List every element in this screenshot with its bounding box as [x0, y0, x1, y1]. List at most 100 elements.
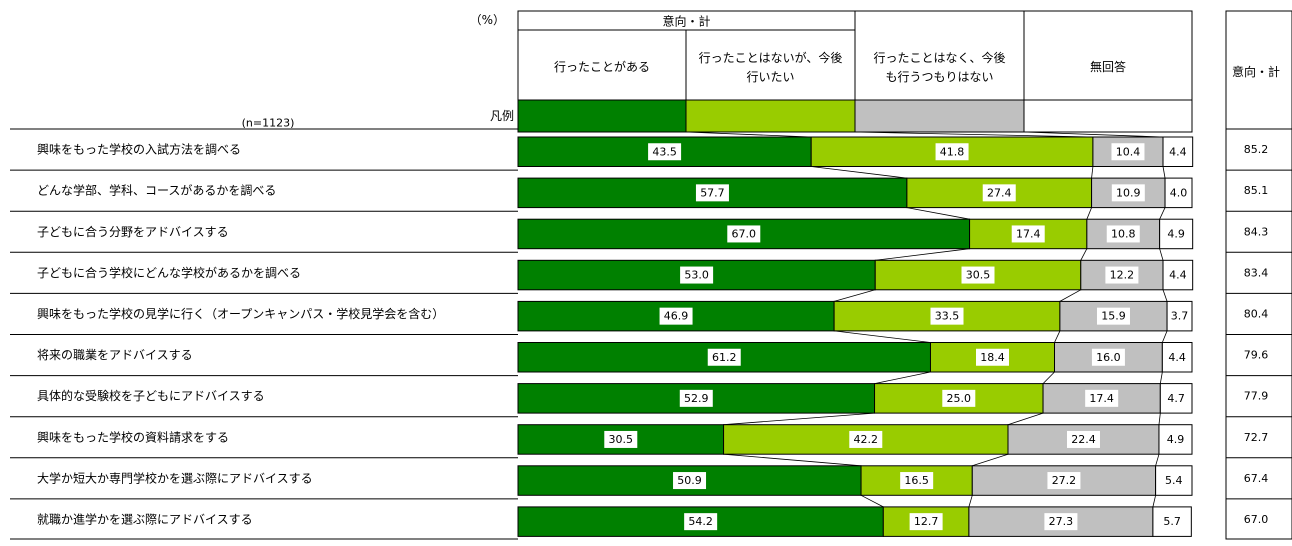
category-label: 興味をもった学校の見学に行く（オープンキャンパス・学校見学会を含む） — [37, 306, 444, 321]
data-label: 41.8 — [940, 145, 965, 158]
data-label-box — [909, 513, 943, 531]
sample-size-label: (n=1123) — [242, 117, 295, 130]
data-label: 61.2 — [712, 351, 737, 364]
segment-connector-line — [1007, 412, 1044, 426]
data-label-box — [900, 472, 934, 490]
total-value: 85.1 — [1244, 184, 1269, 197]
data-label: 25.0 — [947, 392, 972, 405]
category-label: どんな学部、学科、コースがあるかを調べる — [37, 183, 276, 198]
segment-connector-line — [1158, 413, 1161, 425]
data-label: 27.3 — [1049, 515, 1074, 528]
segment-connector-line — [972, 453, 1009, 467]
data-label-box — [1096, 307, 1130, 325]
segment-connector-line — [1023, 131, 1164, 138]
data-label-box — [679, 389, 713, 407]
segment-connector-line — [1162, 289, 1168, 302]
data-label: 67.0 — [732, 227, 757, 240]
total-value: 67.4 — [1244, 472, 1269, 485]
data-label-box — [935, 143, 969, 161]
segment-connector-line — [1042, 371, 1055, 384]
segment-connector-line — [1091, 166, 1094, 179]
data-label: 18.4 — [980, 351, 1005, 364]
segment-connector-line — [1152, 495, 1156, 507]
category-label: 子どもに合う分野をアドバイスする — [37, 224, 229, 239]
data-label-box — [930, 307, 964, 325]
data-label-box — [695, 184, 729, 202]
legend-header-label: 無回答 — [1090, 59, 1126, 74]
total-value: 67.0 — [1244, 513, 1269, 526]
data-label: 17.4 — [1016, 227, 1041, 240]
category-label: 大学か短大か専門学校かを選ぶ際にアドバイスする — [37, 470, 313, 485]
segment-connector-line — [1159, 371, 1163, 384]
data-label: 5.7 — [1163, 515, 1181, 528]
totals-column-header: 意向・計 — [1232, 64, 1280, 79]
segment-connector-line — [1086, 207, 1092, 220]
data-label: 57.7 — [700, 186, 725, 199]
segment-connector-line — [875, 248, 970, 261]
data-label: 3.7 — [1171, 310, 1189, 323]
header-group-label: 意向・計 — [662, 14, 710, 29]
data-label: 4.0 — [1170, 186, 1188, 199]
data-label: 16.0 — [1096, 351, 1121, 364]
segment-connector-line — [685, 131, 812, 138]
data-label: 12.7 — [914, 515, 939, 528]
bar-segment — [1159, 218, 1194, 250]
bar-segment — [1152, 506, 1192, 537]
segment-connector-line — [906, 207, 970, 220]
data-label-box — [1011, 225, 1045, 243]
data-label-box — [1111, 184, 1145, 202]
data-label: 30.5 — [609, 433, 634, 446]
data-label: 30.5 — [966, 269, 991, 282]
data-label: 16.5 — [904, 474, 929, 487]
data-label: 17.4 — [1089, 392, 1114, 405]
data-label: 4.4 — [1169, 145, 1187, 158]
total-value: 85.2 — [1244, 143, 1269, 156]
data-label-box — [684, 513, 718, 531]
data-label: 10.9 — [1116, 186, 1141, 199]
data-label: 27.4 — [987, 186, 1012, 199]
category-label: 具体的な受験校を子どもにアドバイスする — [37, 388, 265, 403]
legend-header-label: 行ったことはなく、今後も行うつもりはない — [873, 50, 1005, 84]
data-label-box — [604, 430, 638, 448]
legend-label: 凡例 — [490, 109, 514, 123]
data-label-box — [1047, 472, 1081, 490]
data-label-box — [961, 266, 995, 284]
bar-segment — [1161, 342, 1193, 373]
data-label: 33.5 — [935, 310, 960, 323]
data-label-box — [648, 143, 682, 161]
bar-segment — [1158, 424, 1193, 455]
data-label-box — [673, 472, 707, 490]
data-label: 15.9 — [1101, 310, 1126, 323]
data-label-box — [849, 430, 883, 448]
segment-connector-line — [1155, 454, 1160, 466]
data-label-box — [1085, 389, 1119, 407]
data-label: 4.4 — [1168, 351, 1186, 364]
segment-connector-line — [860, 494, 884, 508]
segment-connector-line — [854, 131, 1093, 138]
percent-unit-label: （%） — [470, 13, 505, 27]
legend-swatch — [517, 99, 687, 133]
total-value: 79.6 — [1244, 349, 1269, 362]
category-label: 興味をもった学校の入試方法を調べる — [37, 142, 241, 157]
data-label: 54.2 — [688, 515, 713, 528]
data-label: 12.2 — [1110, 269, 1135, 282]
data-label: 42.2 — [854, 433, 879, 446]
data-label: 10.4 — [1116, 145, 1141, 158]
data-label-box — [982, 184, 1016, 202]
data-label-box — [1044, 513, 1078, 531]
segment-connector-line — [1161, 330, 1168, 343]
data-label-box — [942, 389, 976, 407]
bar-segment — [1166, 300, 1193, 332]
data-label: 5.4 — [1165, 474, 1183, 487]
segment-connector-line — [1162, 166, 1166, 179]
data-label-box — [1066, 430, 1100, 448]
bar-segment — [1162, 136, 1194, 167]
data-label: 27.2 — [1052, 474, 1077, 487]
legend-swatch — [1023, 99, 1193, 133]
data-label-box — [707, 348, 741, 366]
legend-swatch — [854, 99, 1025, 133]
segment-connector-line — [723, 412, 875, 426]
segment-connector-line — [1159, 207, 1166, 220]
data-label: 4.9 — [1167, 227, 1185, 240]
